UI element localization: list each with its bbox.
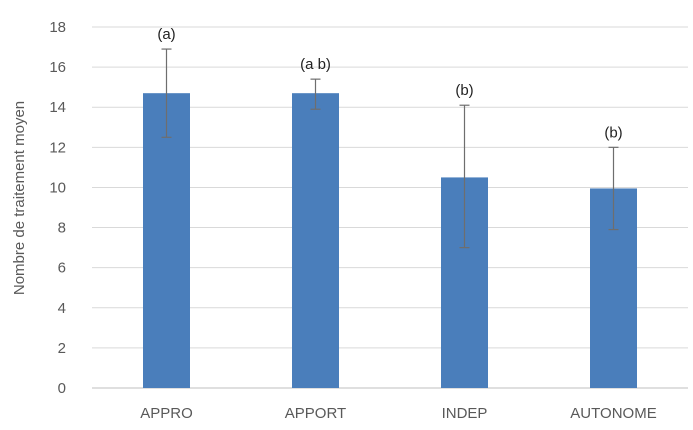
- bar-apport: [292, 93, 339, 388]
- y-tick-label-14: 14: [49, 99, 66, 116]
- y-tick-labels: 0 2 4 6 8 10 12 14 16 18: [49, 19, 66, 397]
- error-bars: [161, 48, 619, 249]
- y-tick-label-16: 16: [49, 59, 66, 76]
- y-tick-label-2: 2: [58, 340, 66, 357]
- significance-label-apport: (a b): [300, 56, 331, 73]
- bars: [143, 93, 637, 388]
- y-tick-label-6: 6: [58, 260, 66, 277]
- y-tick-label-4: 4: [58, 300, 66, 317]
- y-tick-label-8: 8: [58, 220, 66, 237]
- significance-labels: (a) (a b) (b) (b): [157, 26, 622, 141]
- y-tick-label-12: 12: [49, 139, 66, 156]
- significance-label-autonome: (b): [604, 124, 622, 141]
- significance-label-appro: (a): [157, 26, 175, 43]
- category-labels: APPRO APPORT INDEP AUTONOME: [140, 405, 656, 422]
- category-label-autonome: AUTONOME: [570, 405, 656, 422]
- y-tick-label-10: 10: [49, 179, 66, 196]
- category-label-apport: APPORT: [285, 405, 346, 422]
- y-tick-label-0: 0: [58, 380, 66, 397]
- category-label-appro: APPRO: [140, 405, 193, 422]
- bar-appro: [143, 93, 190, 388]
- grid-lines: [92, 26, 688, 389]
- y-axis-title: Nombre de traitement moyen: [11, 101, 28, 295]
- category-label-indep: INDEP: [442, 405, 488, 422]
- significance-label-indep: (b): [455, 82, 473, 99]
- y-tick-label-18: 18: [49, 19, 66, 36]
